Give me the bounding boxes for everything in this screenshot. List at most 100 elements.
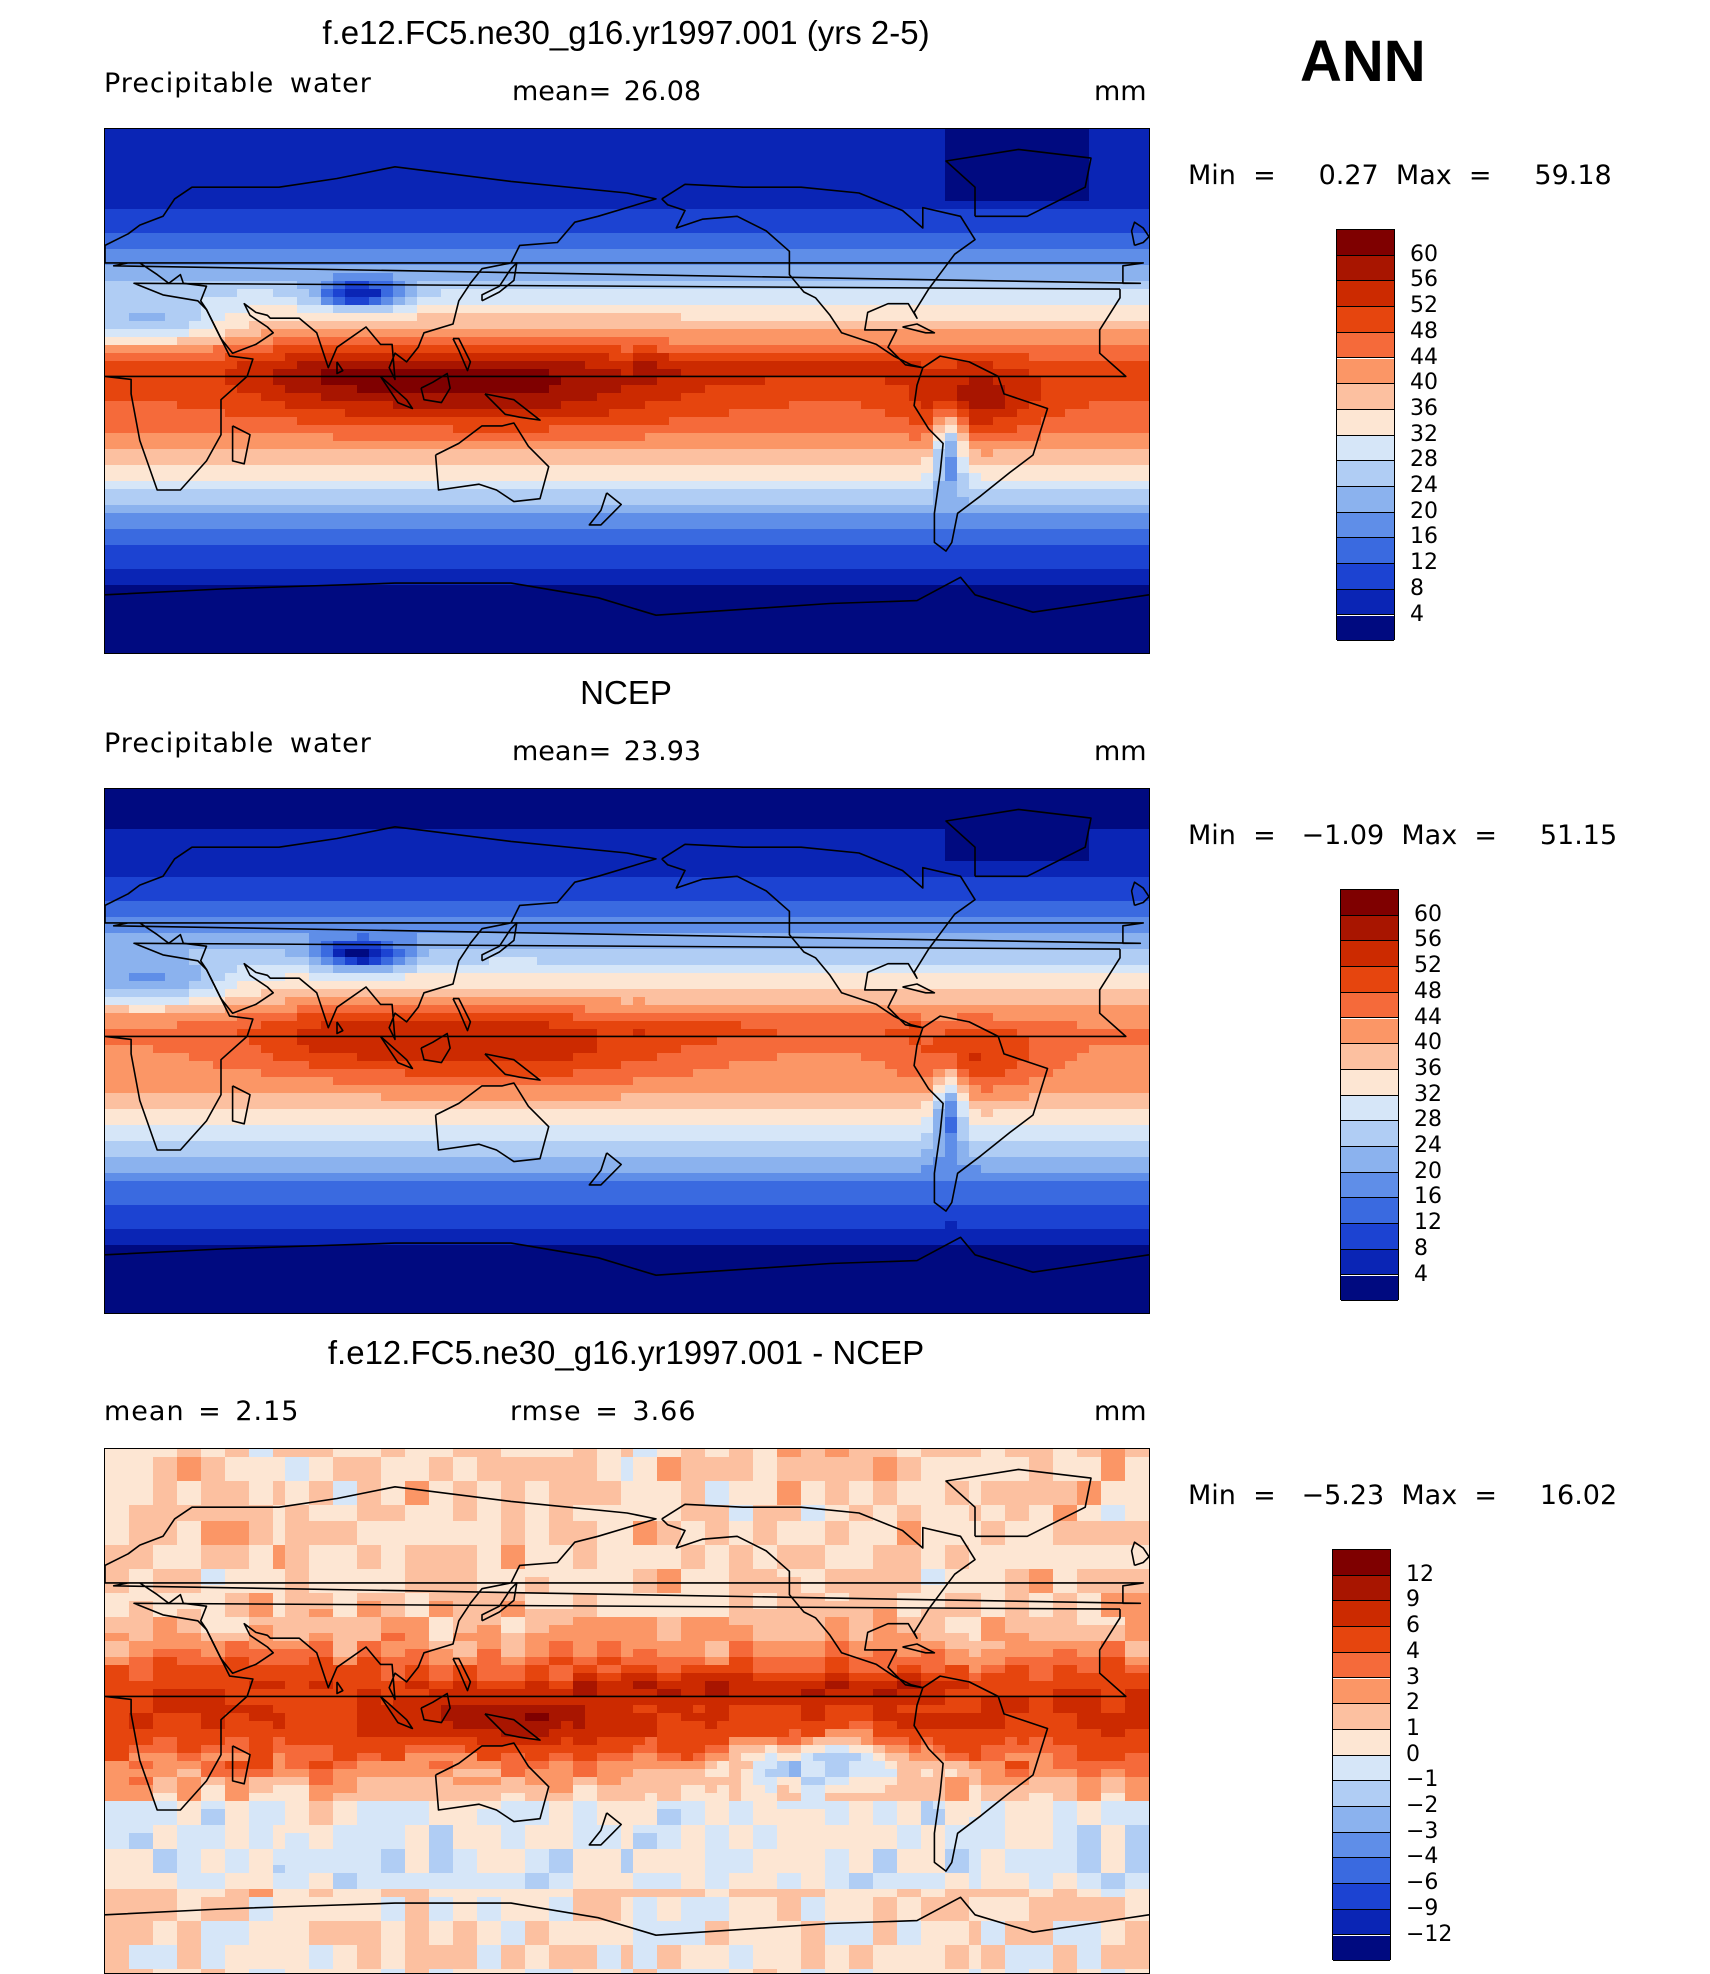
colorbar-tick-label: 52 [1414, 953, 1442, 979]
colorbar-tick-label: −9 [1406, 1895, 1439, 1921]
coastline [231, 425, 251, 465]
coastline [379, 375, 414, 410]
coastline [105, 282, 1127, 491]
panel-2-min-max: Min = −1.09 Max = 51.15 [1188, 820, 1618, 851]
colorbar-swatch [1341, 967, 1398, 993]
colorbar-tick-label: 28 [1414, 1107, 1442, 1133]
panel-1-min-max: Min = 0.27 Max = 59.18 [1188, 160, 1612, 191]
panel-3-rmse-label: rmse = 3.66 [510, 1396, 697, 1427]
colorbar-swatch [1337, 281, 1394, 308]
colorbar-swatch [1333, 1755, 1390, 1782]
colorbar-swatch [1333, 1575, 1390, 1602]
colorbar-swatch [1337, 307, 1394, 333]
coastline [420, 1692, 451, 1724]
colorbar-tick-label: 44 [1410, 344, 1438, 370]
colorbar-tick-label: 60 [1414, 901, 1442, 927]
colorbar-swatch [1333, 1729, 1390, 1756]
colorbar-tick-label: 48 [1410, 318, 1438, 344]
colorbar-swatch [1341, 1224, 1398, 1250]
colorbar-swatch [1341, 941, 1398, 968]
coastlines [105, 148, 1149, 617]
colorbar-swatch [1341, 1018, 1398, 1045]
colorbar-swatch [1333, 1935, 1390, 1962]
colorbar-tick-label: 12 [1414, 1210, 1442, 1236]
colorbar-tick-label: 6 [1406, 1613, 1420, 1639]
coastline [661, 1503, 976, 1689]
colorbar-swatch [1333, 1652, 1390, 1679]
coastline [945, 1468, 1092, 1538]
colorbar-tick-label: 16 [1410, 524, 1438, 550]
coastline [452, 1657, 472, 1692]
colorbar-swatch [1337, 358, 1394, 385]
colorbar-swatch [1337, 384, 1394, 410]
colorbar-tick-label: −3 [1406, 1818, 1439, 1844]
coastlines [105, 1468, 1149, 1937]
coastline [105, 1896, 1149, 1937]
colorbar-tick-label: 44 [1414, 1004, 1442, 1030]
coastline [231, 1085, 251, 1125]
colorbar-box [1340, 889, 1399, 1302]
colorbar-swatch [1337, 255, 1394, 282]
panel-1-title: f.e12.FC5.ne30_g16.yr1997.001 (yrs 2-5) [322, 14, 930, 51]
coastline [484, 393, 541, 421]
colorbar-swatch [1333, 1550, 1390, 1576]
colorbar-swatch [1333, 1781, 1390, 1807]
colorbar-tick-label: −12 [1406, 1921, 1453, 1947]
colorbar-tick-label: 4 [1414, 1261, 1428, 1287]
coastline [105, 576, 1149, 617]
colorbar-swatch [1341, 1198, 1398, 1225]
colorbar-tick-label: 40 [1414, 1030, 1442, 1056]
coastline [484, 1053, 541, 1081]
coastline [452, 997, 472, 1032]
panel-2-mean-label: mean= 23.93 [512, 736, 702, 767]
colorbar-swatch [1337, 409, 1394, 436]
colorbar-swatch [1337, 615, 1394, 642]
colorbar-swatch [1341, 1249, 1398, 1276]
colorbar-swatch [1333, 1858, 1390, 1885]
coastline [336, 1021, 344, 1035]
colorbar-tick-label: 4 [1406, 1638, 1420, 1664]
colorbar-swatch [1341, 915, 1398, 942]
colorbar-swatch [1341, 1121, 1398, 1147]
colorbar-swatch [1333, 1704, 1390, 1730]
colorbar-swatch [1341, 1147, 1398, 1173]
coastline [913, 355, 1049, 552]
colorbar-swatch [1337, 435, 1394, 462]
coastline [902, 1643, 936, 1654]
colorbar-tick-label: 12 [1410, 550, 1438, 576]
panel-1-mean-label: mean= 26.08 [512, 76, 702, 107]
coastline [105, 942, 1127, 1151]
coastline [452, 337, 472, 372]
coastline [945, 808, 1092, 878]
colorbar-swatch [1341, 1044, 1398, 1070]
colorbar-swatch [1341, 1172, 1398, 1199]
colorbar-box [1336, 229, 1395, 642]
coastline [379, 1035, 414, 1070]
coastline [105, 825, 1144, 1041]
coastline [902, 323, 936, 334]
colorbar-tick-label: 20 [1410, 498, 1438, 524]
colorbar-tick-label: 16 [1414, 1184, 1442, 1210]
colorbar-tick-label: 48 [1414, 978, 1442, 1004]
coastline [484, 1713, 541, 1741]
panel-1-variable-label: Precipitable water [104, 68, 372, 99]
coastline [420, 1032, 451, 1064]
colorbar-swatch [1341, 1275, 1398, 1302]
panel-2-map [104, 788, 1150, 1314]
colorbar-box [1332, 1549, 1391, 1962]
colorbar-swatch [1341, 1069, 1398, 1096]
coastline [379, 1695, 414, 1730]
colorbar-tick-label: 0 [1406, 1741, 1420, 1767]
colorbar-swatch [1337, 332, 1394, 359]
panel-2-variable-label: Precipitable water [104, 728, 372, 759]
colorbar-tick-label: −2 [1406, 1793, 1439, 1818]
field-layer [105, 129, 1149, 653]
colorbar-swatch [1333, 1832, 1390, 1859]
coastline [105, 1485, 1144, 1701]
colorbar-tick-label: 52 [1410, 293, 1438, 319]
colorbar-tick-label: 36 [1414, 1055, 1442, 1081]
colorbar-tick-label: −4 [1406, 1844, 1439, 1870]
coastline [902, 983, 936, 994]
panel-3-units-label: mm [1094, 1396, 1147, 1427]
panel-2-units-label: mm [1094, 736, 1147, 767]
